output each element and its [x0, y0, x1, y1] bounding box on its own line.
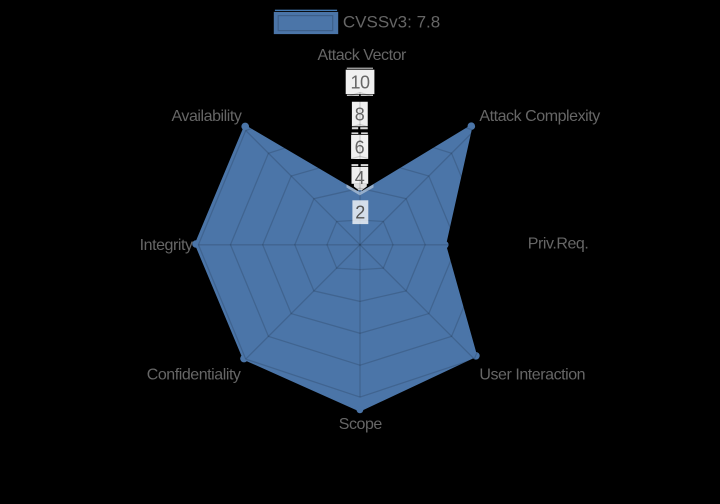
svg-text:8: 8: [355, 104, 365, 124]
svg-text:Integrity: Integrity: [140, 237, 193, 254]
svg-text:Attack Vector: Attack Vector: [317, 47, 407, 64]
svg-text:2: 2: [355, 203, 365, 223]
svg-text:10: 10: [350, 72, 370, 92]
svg-text:Priv.Req.: Priv.Req.: [528, 236, 589, 253]
svg-text:Attack Complexity: Attack Complexity: [479, 108, 600, 125]
svg-text:Confidentiality: Confidentiality: [147, 366, 241, 383]
svg-text:6: 6: [355, 137, 365, 157]
svg-text:Scope: Scope: [339, 416, 383, 433]
svg-text:Availability: Availability: [171, 108, 241, 125]
svg-text:User Interaction: User Interaction: [479, 366, 585, 383]
svg-text:CVSSv3: 7.8: CVSSv3: 7.8: [343, 13, 440, 32]
svg-text:4: 4: [355, 168, 365, 188]
